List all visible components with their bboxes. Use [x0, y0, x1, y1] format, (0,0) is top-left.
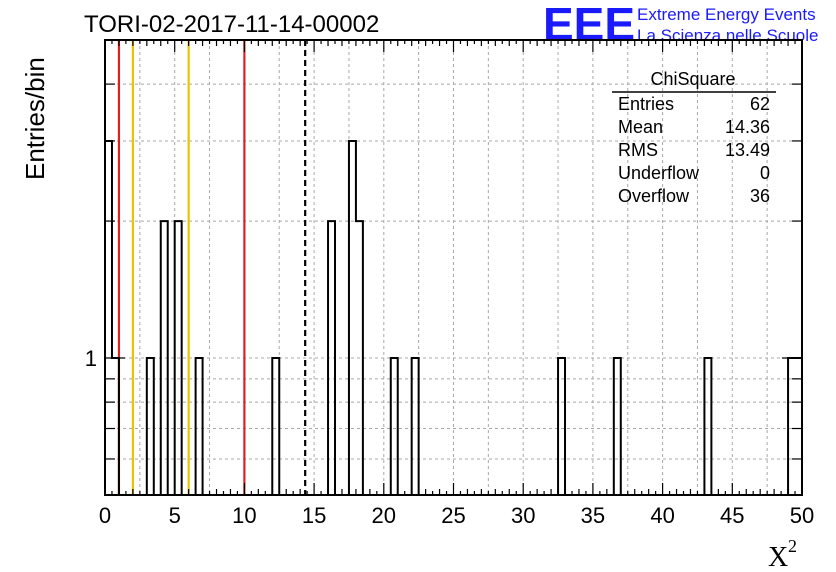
stats-value: 14.36: [725, 117, 770, 137]
stats-label: RMS: [618, 140, 658, 160]
x-tick-label: 20: [372, 503, 396, 528]
x-tick-label: 5: [169, 503, 181, 528]
y-axis-label: Entries/bin: [20, 57, 50, 180]
x-tick-label: 50: [790, 503, 814, 528]
stats-label: Entries: [618, 94, 674, 114]
y-ticks: 1: [85, 83, 802, 460]
x-tick-label: 15: [302, 503, 326, 528]
stats-label: Underflow: [618, 163, 700, 183]
x-tick-label: 0: [99, 503, 111, 528]
x-axis-label: X 2: [768, 536, 797, 572]
grid: [105, 40, 802, 495]
stats-rows: Entries 62 Mean 14.36 RMS 13.49 Underflow 0 Over…: [618, 94, 770, 206]
x-tick-label: 30: [511, 503, 535, 528]
stats-value: 62: [750, 94, 770, 114]
stats-value: 13.49: [725, 140, 770, 160]
x-tick-label: 25: [441, 503, 465, 528]
logo-line1: Extreme Energy Events: [637, 5, 816, 24]
stats-box: ChiSquare Entries 62 Mean 14.36 RMS 13.49 Unde…: [612, 69, 776, 206]
stats-label: Overflow: [618, 186, 690, 206]
x-tick-label: 45: [720, 503, 744, 528]
x-tick-label: 10: [232, 503, 256, 528]
stats-title: ChiSquare: [650, 69, 735, 89]
x-axis-label-main: X: [768, 542, 788, 572]
chart-title: TORI-02-2017-11-14-00002: [84, 11, 379, 38]
logo-line2: La Scienza nelle Scuole: [637, 26, 818, 45]
stats-label: Mean: [618, 117, 663, 137]
x-tick-label: 40: [650, 503, 674, 528]
x-tick-label: 35: [581, 503, 605, 528]
eee-logo: EEE Extreme Energy Events La Scienza nel…: [543, 0, 818, 50]
x-axis-label-superscript: 2: [788, 536, 797, 556]
stats-value: 0: [760, 163, 770, 183]
y-tick-label: 1: [85, 346, 97, 371]
stats-value: 36: [750, 186, 770, 206]
x-ticks: 0 5 10 15 20 25 30 35 40 45 50: [99, 40, 814, 528]
